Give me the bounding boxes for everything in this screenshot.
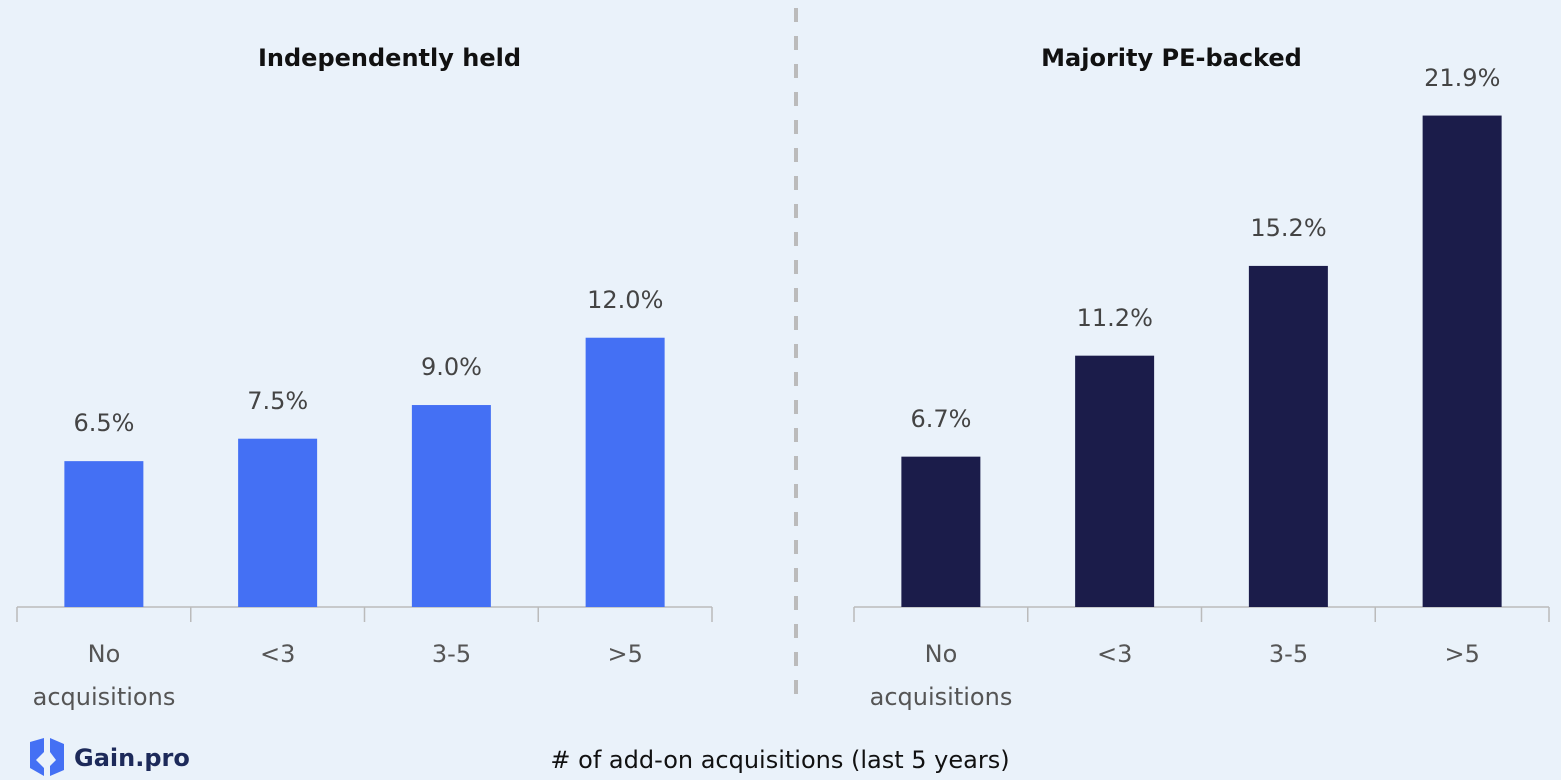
bar bbox=[64, 461, 144, 607]
x-tick-label: No acquisitions bbox=[32, 640, 176, 711]
x-tick-label: No acquisitions bbox=[869, 640, 1013, 711]
value-label: 7.5% bbox=[247, 386, 309, 415]
bar bbox=[238, 438, 318, 607]
bar bbox=[411, 405, 491, 607]
x-axis-label: # of add-on acquisitions (last 5 years) bbox=[550, 746, 1010, 774]
x-tick-label: 3-5 bbox=[1268, 640, 1309, 668]
x-tick-label: <3 bbox=[1097, 640, 1133, 668]
value-label: 11.2% bbox=[1076, 303, 1153, 332]
value-label: 9.0% bbox=[421, 353, 482, 382]
logo-icon bbox=[30, 738, 64, 776]
bar bbox=[1248, 265, 1328, 607]
bar bbox=[585, 337, 665, 607]
bar bbox=[901, 456, 981, 607]
x-tick-label: 3-5 bbox=[431, 640, 472, 668]
bar bbox=[1422, 115, 1502, 608]
x-tick-label: <3 bbox=[260, 640, 296, 668]
value-label: 15.2% bbox=[1250, 213, 1327, 242]
logo-text: Gain.pro bbox=[74, 744, 190, 772]
value-label: 6.5% bbox=[73, 409, 135, 438]
value-label: 6.7% bbox=[910, 404, 972, 433]
bar bbox=[1075, 355, 1155, 607]
chart-title: Independently held bbox=[257, 44, 522, 72]
x-tick-label: >5 bbox=[1444, 640, 1480, 668]
chart-title: Majority PE-backed bbox=[1041, 44, 1302, 72]
value-label: 21.9% bbox=[1424, 63, 1501, 92]
value-label: 12.0% bbox=[587, 285, 664, 314]
x-tick-label: >5 bbox=[607, 640, 643, 668]
